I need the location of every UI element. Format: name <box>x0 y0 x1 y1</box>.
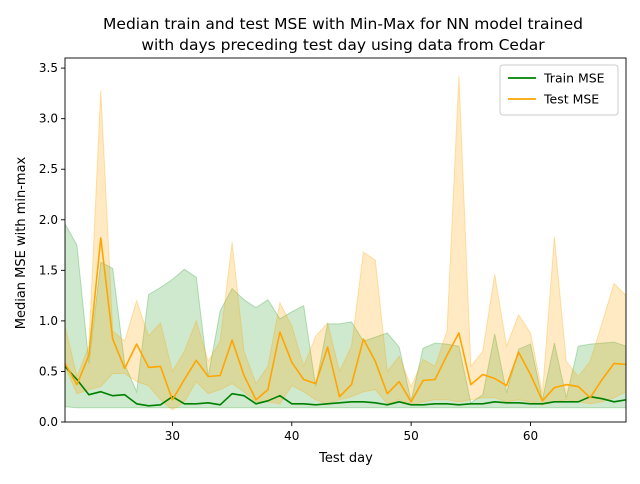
y-tick-label: 2.0 <box>39 213 58 227</box>
x-axis-label: Test day <box>318 451 373 466</box>
y-tick-label: 1.0 <box>39 314 58 328</box>
y-tick-label: 3.5 <box>39 61 58 75</box>
test-mse-line <box>65 237 626 403</box>
y-tick-label: 3.0 <box>39 112 58 126</box>
train-mse-min-max-band <box>65 222 626 409</box>
x-tick-label: 50 <box>404 429 419 443</box>
train-mse-line <box>65 365 626 407</box>
legend-label: Test MSE <box>543 92 599 107</box>
y-axis-label: Median MSE with min-max <box>14 156 29 329</box>
axes: 30 40 50 60 0.0 0.5 1.0 1.5 2.0 2.5 3.0 3.5 <box>39 57 627 443</box>
legend: Train MSE Test MSE <box>499 64 619 116</box>
test-mse-min-max-band <box>65 76 626 411</box>
median-lines <box>65 237 626 407</box>
y-tick-label: 2.5 <box>39 162 58 176</box>
plot-frame <box>64 57 627 423</box>
legend-label: Train MSE <box>543 71 605 86</box>
y-tick-label: 0.5 <box>39 364 58 378</box>
x-tick-label: 30 <box>165 429 180 443</box>
x-tick-label: 60 <box>523 429 538 443</box>
y-tick-label: 0.0 <box>39 415 58 429</box>
y-tick-label: 1.5 <box>39 263 58 277</box>
chart-title: Median train and test MSE with Min-Max f… <box>103 15 583 54</box>
x-tick-label: 40 <box>284 429 299 443</box>
min-max-bands <box>65 76 626 411</box>
chart-title-line-1: Median train and test MSE with Min-Max f… <box>103 15 583 33</box>
chart-title-line-2: with days preceding test day using data … <box>141 36 545 54</box>
